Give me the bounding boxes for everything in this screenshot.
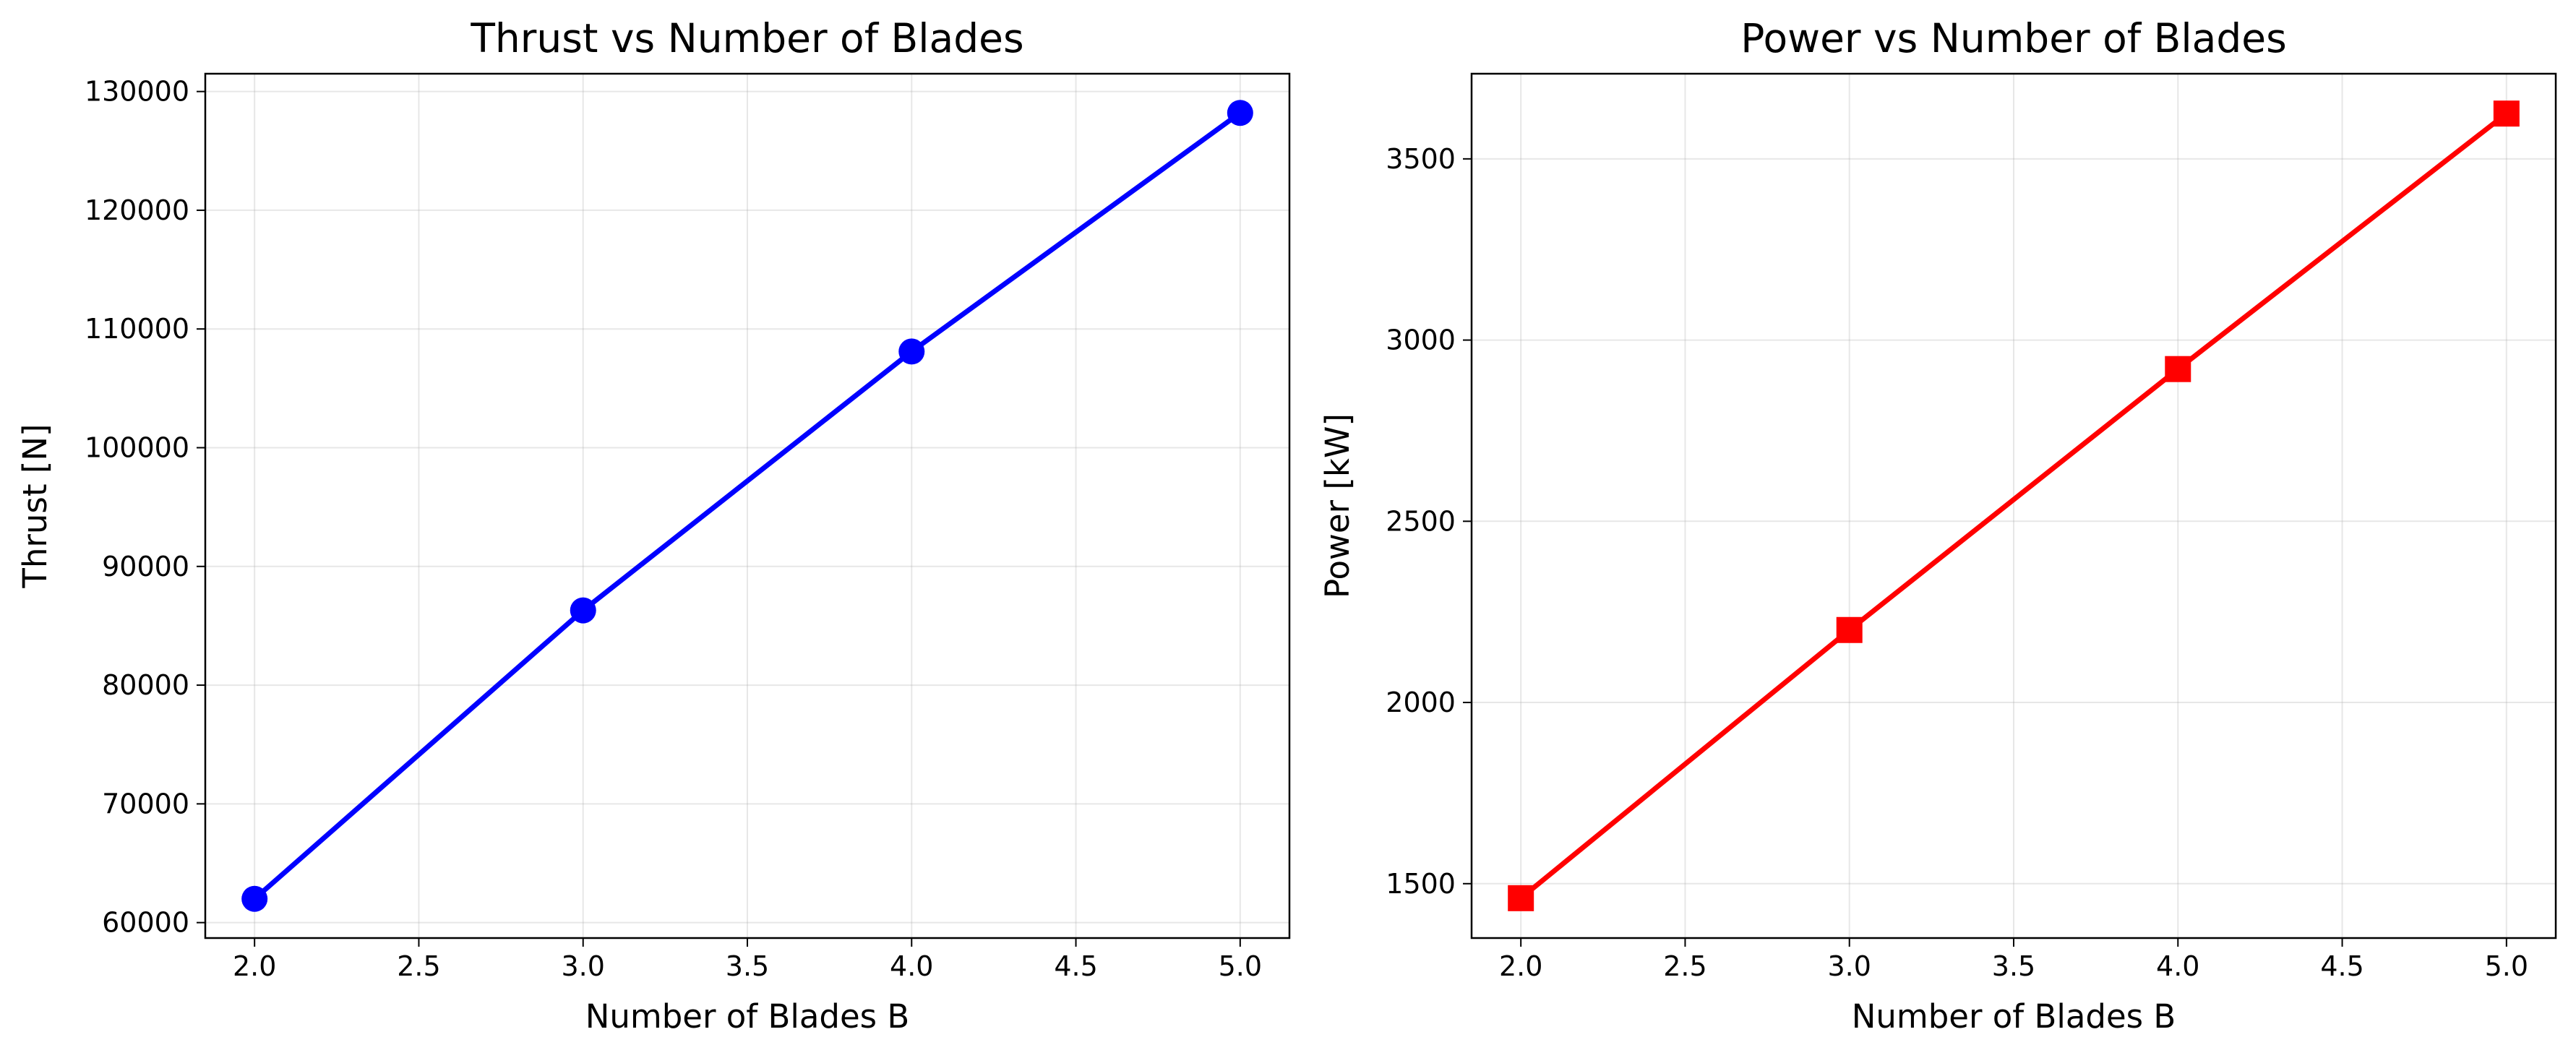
thrust-data-point	[898, 338, 925, 365]
thrust-y-tick-label: 130000	[85, 76, 189, 108]
power-chart: 2.0 2.5 3.0 3.5 4.0 4.5 5.0 1500 2000 2500 3000 350…	[1318, 15, 2557, 1036]
thrust-x-tick-label: 2.5	[397, 950, 440, 982]
power-y-axis-label: Power [kW]	[1318, 413, 1357, 598]
thrust-data-point	[570, 597, 596, 624]
thrust-y-axis-label: Thrust [N]	[16, 423, 54, 588]
power-data-point	[1508, 885, 1534, 911]
power-y-tick-label: 3000	[1386, 324, 1456, 356]
power-y-tick-label: 2500	[1386, 505, 1456, 537]
power-y-tick-label: 3500	[1386, 143, 1456, 175]
thrust-data-point	[1227, 100, 1253, 126]
thrust-x-tick-label: 5.0	[1219, 950, 1262, 982]
power-x-tick-label: 2.5	[1663, 950, 1706, 982]
thrust-x-tick-label: 3.5	[726, 950, 769, 982]
thrust-x-axis-label: Number of Blades B	[585, 997, 910, 1036]
thrust-y-tick-label: 120000	[85, 194, 189, 226]
thrust-x-tick-label: 4.0	[890, 950, 933, 982]
power-x-axis-label: Number of Blades B	[1852, 997, 2176, 1036]
thrust-y-tick-label: 110000	[85, 313, 189, 345]
thrust-y-tick-label: 90000	[102, 551, 189, 582]
power-y-tick-label: 2000	[1386, 687, 1456, 718]
thrust-data-point	[241, 885, 268, 912]
power-x-tick-label: 4.0	[2156, 950, 2199, 982]
power-data-point	[1836, 616, 1863, 643]
power-x-tick-label: 3.5	[1992, 950, 2035, 982]
power-y-tick-label: 1500	[1386, 868, 1456, 900]
thrust-y-tick-label: 100000	[85, 432, 189, 464]
thrust-x-tick-label: 2.0	[233, 950, 276, 982]
power-x-tick-label: 5.0	[2485, 950, 2528, 982]
thrust-chart: 2.0 2.5 3.0 3.5 4.0 4.5 5.0 60000 70000 80000 9000…	[16, 15, 1291, 1036]
power-chart-title: Power vs Number of Blades	[1740, 15, 2287, 61]
power-series-line	[1518, 111, 2510, 901]
thrust-series-line	[252, 110, 1243, 902]
thrust-chart-title: Thrust vs Number of Blades	[470, 15, 1023, 61]
thrust-x-tick-label: 3.0	[562, 950, 605, 982]
power-x-tick-label: 4.5	[2320, 950, 2364, 982]
power-x-tick-label: 2.0	[1499, 950, 1542, 982]
power-x-tick-label: 3.0	[1828, 950, 1871, 982]
thrust-x-tick-label: 4.5	[1054, 950, 1097, 982]
thrust-y-tick-label: 60000	[102, 907, 189, 939]
thrust-y-tick-label: 70000	[102, 788, 189, 820]
power-data-point	[2165, 356, 2191, 382]
power-data-point	[2493, 100, 2520, 127]
thrust-y-tick-label: 80000	[102, 669, 189, 701]
